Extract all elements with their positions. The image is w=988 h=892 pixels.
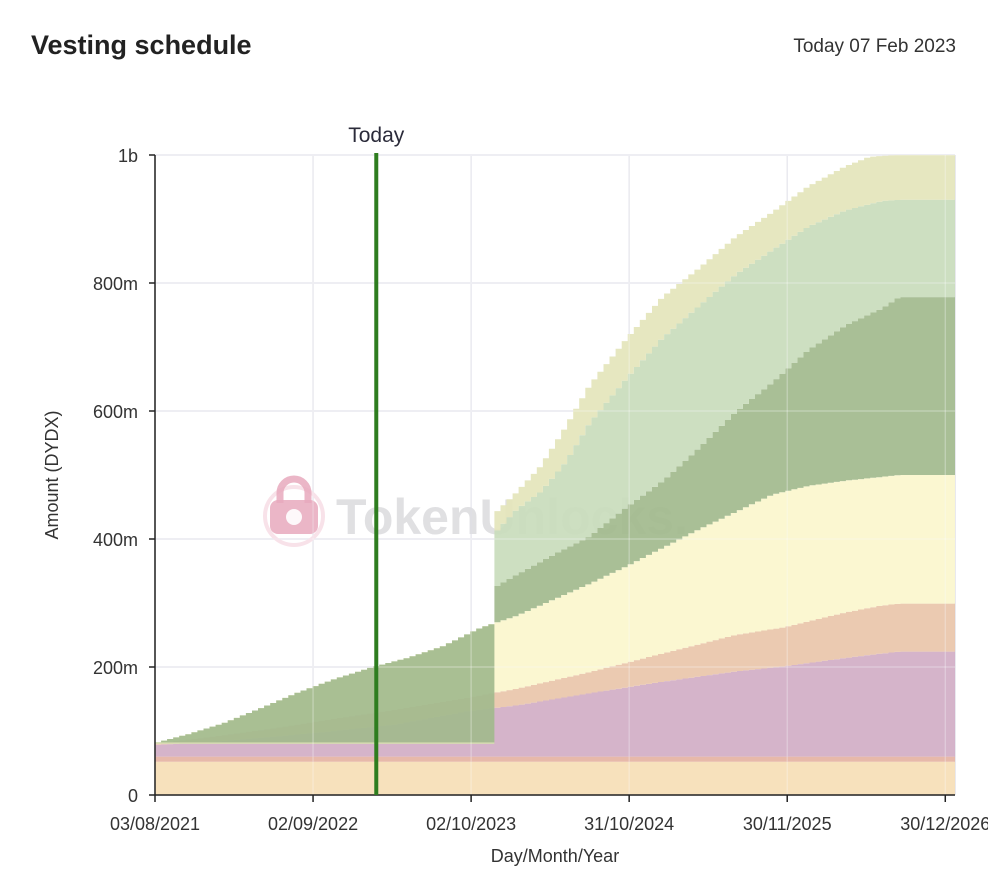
area-series-8: Future employees and consultants [155, 155, 955, 744]
y-axis-label: Amount (DYDX) [42, 410, 62, 539]
x-axis-label: Day/Month/Year [491, 846, 619, 866]
y-tick-label: 600m [93, 402, 138, 422]
today-marker: Today [348, 124, 405, 795]
y-tick-label: 1b [118, 146, 138, 166]
today-label: Today [348, 124, 405, 147]
x-tick-label: 02/09/2022 [268, 814, 358, 834]
x-tick-label: 30/12/2026 [900, 814, 988, 834]
area-series-1: Base allocation [155, 761, 955, 795]
y-tick-label: 0 [128, 786, 138, 806]
area-series-4: Community program B [155, 603, 955, 745]
y-tick-label: 400m [93, 530, 138, 550]
axes: 0 200m 400m 600m 800m 1b 03/08/2021 02/09/2022 0… [93, 146, 988, 834]
stacked-areas: Base allocationReserve allocation Communi… [155, 155, 955, 795]
x-tick-label: 31/10/2024 [584, 814, 674, 834]
y-tick-label: 800m [93, 274, 138, 294]
watermark-lock-icon [263, 475, 325, 547]
x-tick-label: 30/11/2025 [743, 814, 832, 834]
x-tick-label: 02/10/2023 [426, 814, 516, 834]
area-series-6: Investors [155, 297, 955, 744]
x-tick-label: 03/08/2021 [110, 814, 200, 834]
today-date-label: Today 07 Feb 2023 [793, 36, 956, 57]
page-title: Vesting schedule [31, 30, 252, 60]
y-tick-label: 200m [93, 658, 138, 678]
area-series-2: Reserve allocation [155, 756, 955, 762]
